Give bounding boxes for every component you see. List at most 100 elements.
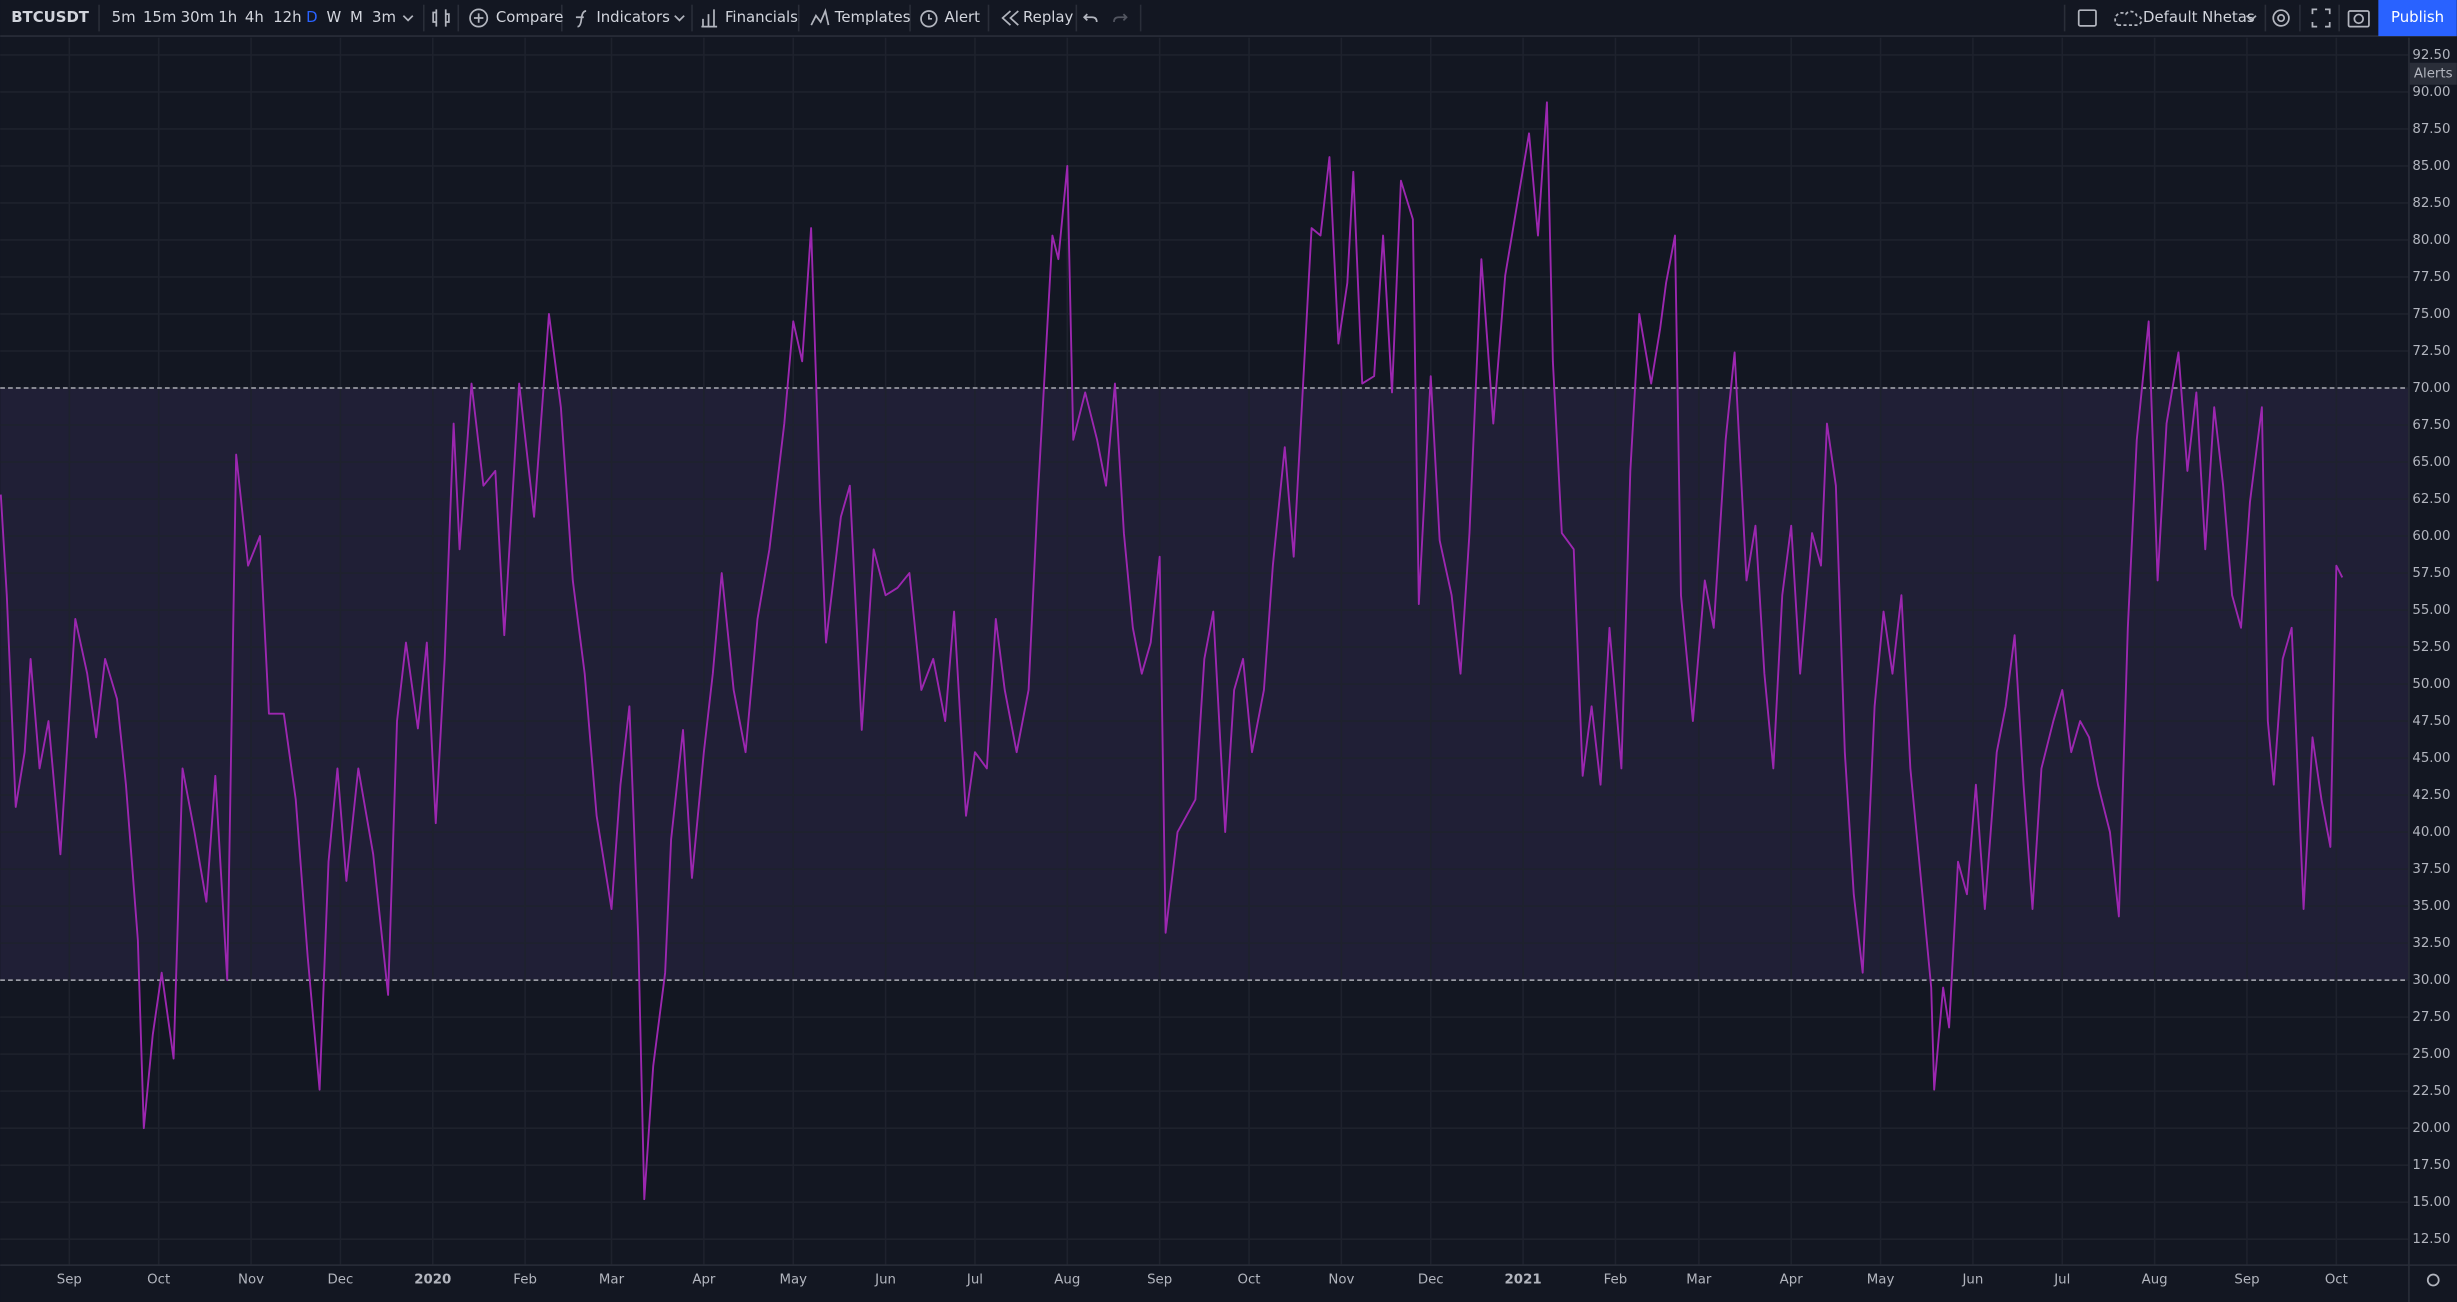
toolbar-button[interactable]: Templates: [834, 8, 911, 26]
x-tick-label: 2021: [1505, 1272, 1542, 1287]
y-tick-label: 17.50: [2412, 1158, 2450, 1173]
redo[interactable]: [1113, 13, 1128, 23]
x-tick-label: Nov: [238, 1272, 264, 1287]
undo[interactable]: [1082, 13, 1098, 23]
x-tick-label: Apr: [1780, 1272, 1804, 1287]
y-tick-label: 77.50: [2412, 270, 2450, 285]
y-tick-label: 70.00: [2412, 381, 2450, 396]
compare-icon: [469, 8, 489, 28]
interval[interactable]: 5m: [112, 8, 136, 26]
settings[interactable]: [2272, 9, 2290, 27]
layout-name[interactable]: Default Nhetas: [2143, 8, 2255, 26]
publish-button[interactable]: [2378, 0, 2457, 37]
templates-icon: [810, 8, 830, 26]
publish-label[interactable]: Publish: [2391, 8, 2444, 26]
toolbar-button[interactable]: Indicators: [596, 8, 670, 26]
snapshot-lens: [2353, 13, 2364, 25]
alert-icon: [920, 10, 938, 28]
y-tick-label: 75.00: [2412, 307, 2450, 322]
y-tick-label: 20.00: [2412, 1121, 2450, 1136]
y-tick-label: 25.00: [2412, 1047, 2450, 1062]
y-tick-label: 62.50: [2412, 492, 2450, 507]
financials-icon: [701, 9, 718, 28]
interval[interactable]: 1h: [218, 8, 237, 26]
x-tick-label: Mar: [599, 1272, 625, 1287]
fullscreen[interactable]: [2311, 8, 2331, 28]
compare-icon-plus: [473, 13, 484, 23]
indicators-menu[interactable]: [674, 15, 685, 22]
x-tick-label: Aug: [2142, 1272, 2168, 1287]
indicators-icon: [575, 10, 587, 28]
x-tick-label: Sep: [1147, 1272, 1172, 1287]
y-tick-label: 42.50: [2412, 788, 2450, 803]
interval[interactable]: 4h: [245, 8, 264, 26]
interval[interactable]: 15m: [143, 8, 176, 26]
x-tick-label: Jul: [966, 1272, 983, 1287]
y-tick-label: 47.50: [2412, 714, 2450, 729]
interval[interactable]: 3m: [372, 8, 396, 26]
layout-square[interactable]: [2077, 9, 2097, 27]
chart-style[interactable]: [432, 9, 450, 27]
y-tick-label: 27.50: [2412, 1010, 2450, 1025]
y-tick-label: 85.00: [2412, 159, 2450, 174]
y-tick-label: 32.50: [2412, 936, 2450, 951]
y-tick-label: 37.50: [2412, 862, 2450, 877]
snapshot[interactable]: [2347, 10, 2370, 28]
x-tick-label: Feb: [1604, 1272, 1628, 1287]
toolbar: BTCUSDT Default Nhetas: [0, 0, 2457, 37]
x-tick-label: May: [779, 1272, 807, 1287]
alerts-tag-label[interactable]: Alerts: [2414, 67, 2453, 82]
interval[interactable]: M: [350, 8, 363, 26]
y-tick-label: 67.50: [2412, 418, 2450, 433]
interval[interactable]: 30m: [181, 8, 214, 26]
y-tick-label: 92.50: [2412, 48, 2450, 63]
y-tick-label: 87.50: [2412, 122, 2450, 137]
toolbar-button[interactable]: Alert: [945, 8, 981, 26]
x-tick-label: Jun: [874, 1272, 896, 1287]
toolbar-button[interactable]: Compare: [496, 8, 564, 26]
replay-icon: [1001, 10, 1019, 26]
interval[interactable]: 12h: [273, 8, 301, 26]
plot-area: 12.50 15.00 17.50 20.00 22.50 25.00 27.50 30.00…: [0, 37, 2450, 1287]
settings-hub: [2277, 14, 2286, 23]
x-tick-label: May: [1867, 1272, 1895, 1287]
y-tick-label: 15.00: [2412, 1195, 2450, 1210]
x-tick-label: Nov: [1328, 1272, 1354, 1287]
x-tick-label: Jul: [2053, 1272, 2070, 1287]
y-tick-label: 52.50: [2412, 640, 2450, 655]
x-tick-label: Sep: [57, 1272, 82, 1287]
y-tick-label: 45.00: [2412, 751, 2450, 766]
x-tick-label: Oct: [2325, 1272, 2348, 1287]
y-tick-label: 80.00: [2412, 233, 2450, 248]
layout-menu[interactable]: [2245, 15, 2257, 22]
alerts-tag[interactable]: [2409, 62, 2457, 85]
rsi-line: [0, 101, 2344, 1201]
y-tick-label: 50.00: [2412, 677, 2450, 692]
y-tick-label: 60.00: [2412, 529, 2450, 544]
cloud-icon: [2114, 10, 2143, 26]
y-tick-label: 82.50: [2412, 196, 2450, 211]
toolbar-button[interactable]: Financials: [725, 8, 798, 26]
x-tick-label: Oct: [147, 1272, 170, 1287]
y-tick-label: 30.00: [2412, 973, 2450, 988]
y-tick-label: 35.00: [2412, 899, 2450, 914]
y-tick-label: 65.00: [2412, 455, 2450, 470]
x-tick-label: Oct: [1237, 1272, 1260, 1287]
x-tick-label: Mar: [1686, 1272, 1712, 1287]
y-tick-label: 40.00: [2412, 825, 2450, 840]
y-tick-label: 12.50: [2412, 1232, 2450, 1247]
axis-settings[interactable]: [2426, 1273, 2440, 1287]
interval[interactable]: D: [306, 8, 317, 26]
x-tick-label: Sep: [2234, 1272, 2259, 1287]
x-tick-label: Aug: [1054, 1272, 1080, 1287]
interval-menu[interactable]: [402, 15, 414, 22]
x-tick-label: Jun: [1961, 1272, 1983, 1287]
interval[interactable]: W: [327, 8, 342, 26]
toolbar-button[interactable]: Replay: [1023, 8, 1074, 26]
symbol[interactable]: BTCUSDT: [11, 8, 90, 26]
y-tick-label: 57.50: [2412, 566, 2450, 581]
x-tick-label: Feb: [513, 1272, 537, 1287]
y-tick-label: 90.00: [2412, 85, 2450, 100]
